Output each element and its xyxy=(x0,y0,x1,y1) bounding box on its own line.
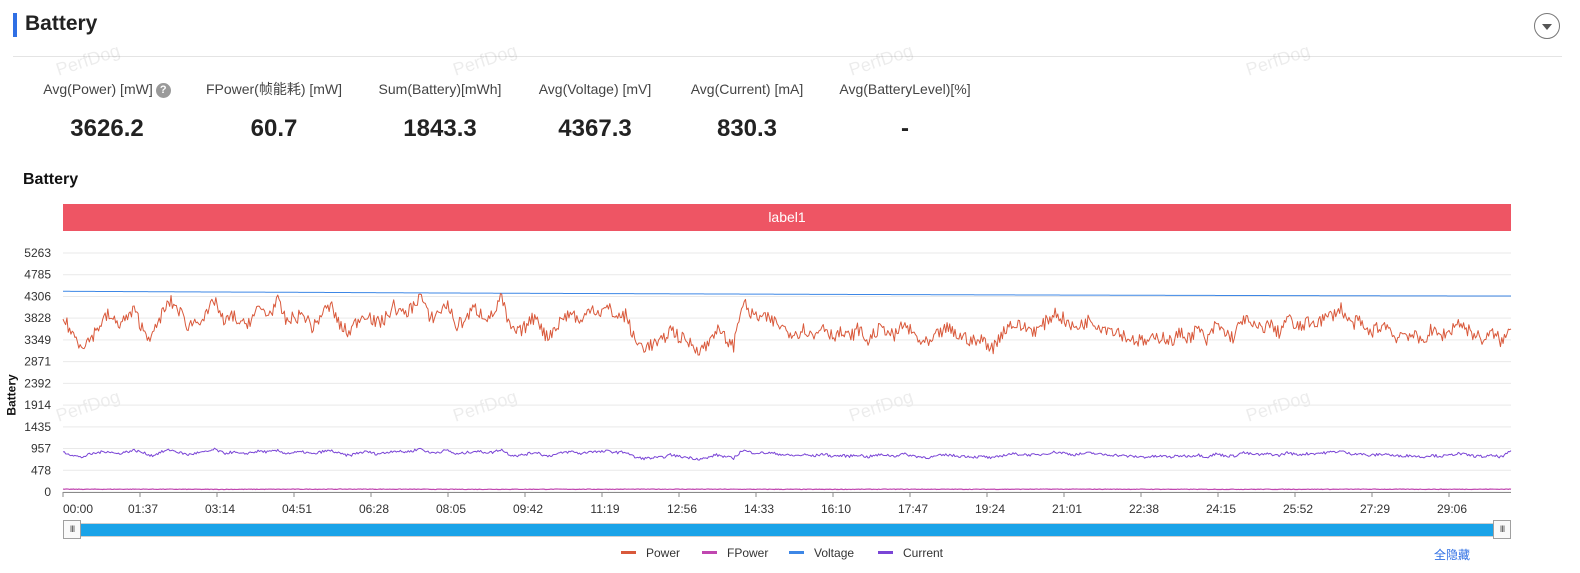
x-tick-label: 24:15 xyxy=(1206,502,1236,516)
y-tick-label: 3349 xyxy=(24,333,51,347)
legend-item-power[interactable]: Power xyxy=(621,546,680,560)
x-tick-label: 01:37 xyxy=(128,502,158,516)
metric-label: Avg(Voltage) [mV] xyxy=(538,81,652,97)
x-tick-label: 11:19 xyxy=(590,502,619,516)
metric-label: Avg(Power) [mW] xyxy=(43,81,153,97)
x-tick-label: 21:01 xyxy=(1052,502,1082,516)
metric-label: Avg(Current) [mA] xyxy=(690,81,804,97)
y-tick-label: 3828 xyxy=(24,311,51,325)
legend-label: FPower xyxy=(727,546,769,560)
metric-fpower: FPower(帧能耗) [mW] 60.7 xyxy=(200,79,348,143)
y-tick-label: 5263 xyxy=(24,246,51,260)
x-tick-label: 29:06 xyxy=(1437,502,1467,516)
legend-label: Voltage xyxy=(814,546,855,560)
chevron-down-icon xyxy=(1542,24,1552,30)
metric-value: 1843.3 xyxy=(403,115,477,142)
legend-swatch xyxy=(621,551,636,554)
x-tick-label: 22:38 xyxy=(1129,502,1159,516)
header-accent-bar xyxy=(13,13,17,37)
x-tick-label: 06:28 xyxy=(359,502,389,516)
y-tick-label: 1435 xyxy=(24,420,51,434)
y-tick-label: 478 xyxy=(31,463,51,477)
legend-label: Current xyxy=(903,546,944,560)
metric-sum-battery: Sum(Battery)[mWh] 1843.3 xyxy=(370,79,510,143)
y-tick-label: 4785 xyxy=(24,268,51,282)
x-tick-label: 08:05 xyxy=(436,502,466,516)
header-divider xyxy=(13,56,1562,57)
x-tick-label: 09:42 xyxy=(513,502,543,516)
x-tick-label: 19:24 xyxy=(975,502,1005,516)
metric-avg-current: Avg(Current) [mA] 830.3 xyxy=(682,79,812,143)
y-tick-label: 4306 xyxy=(24,289,51,303)
hide-all-link[interactable]: 全隐藏 xyxy=(1434,548,1471,562)
legend-swatch xyxy=(789,551,804,554)
legend-item-voltage[interactable]: Voltage xyxy=(789,546,854,560)
x-tick-label: 14:33 xyxy=(744,502,774,516)
series-line-current xyxy=(62,447,1512,461)
chart-legend: Power FPower Voltage Current xyxy=(0,546,1580,564)
metric-avg-power: Avg(Power) [mW]? 3626.2 xyxy=(37,79,177,143)
metric-label: Avg(BatteryLevel)[%] xyxy=(839,81,971,97)
metric-label: Sum(Battery)[mWh] xyxy=(378,81,502,97)
legend-item-current[interactable]: Current xyxy=(878,546,943,560)
x-tick-label: 04:51 xyxy=(282,502,312,516)
metric-avg-battery-level: Avg(BatteryLevel)[%] - xyxy=(832,79,978,143)
metric-value: - xyxy=(901,115,909,142)
series-line-voltage xyxy=(62,290,1511,297)
metric-value: 4367.3 xyxy=(558,115,632,142)
metric-label: FPower(帧能耗) [mW] xyxy=(205,81,343,97)
legend-item-fpower[interactable]: FPower xyxy=(702,546,768,560)
metric-avg-voltage: Avg(Voltage) [mV] 4367.3 xyxy=(530,79,660,143)
metric-value: 60.7 xyxy=(250,115,298,142)
label-band[interactable]: label1 xyxy=(63,204,1511,231)
legend-swatch xyxy=(878,551,893,554)
chart-section-title: Battery xyxy=(23,171,79,188)
x-tick-label: 12:56 xyxy=(667,502,697,516)
slider-right-handle[interactable]: III xyxy=(1493,520,1511,539)
metric-value: 830.3 xyxy=(716,115,778,142)
section-title: Battery xyxy=(25,12,98,35)
x-tick-label: 27:29 xyxy=(1360,502,1390,516)
y-tick-label: 1914 xyxy=(24,398,51,412)
x-tick-label: 16:10 xyxy=(821,502,851,516)
y-tick-label: 2871 xyxy=(24,355,51,369)
battery-line-chart[interactable]: 5263 4785 4306 3828 3349 2871 2392 1914 1435 957 4… xyxy=(0,240,1580,520)
x-tick-label: 00:00 xyxy=(63,502,93,516)
x-tick-label: 03:14 xyxy=(205,502,235,516)
time-range-slider[interactable]: III III xyxy=(63,520,1511,539)
legend-label: Power xyxy=(646,546,681,560)
x-tick-label: 17:47 xyxy=(898,502,928,516)
slider-selected-range[interactable] xyxy=(73,524,1501,536)
legend-swatch xyxy=(702,551,717,554)
help-icon[interactable]: ? xyxy=(155,83,171,98)
y-tick-label: 0 xyxy=(44,485,51,499)
section-header: Battery xyxy=(0,0,1580,58)
x-tick-label: 25:52 xyxy=(1283,502,1313,516)
metric-value: 3626.2 xyxy=(70,115,144,142)
collapse-toggle-button[interactable] xyxy=(1534,13,1560,39)
y-tick-label: 2392 xyxy=(24,376,51,390)
series-line-fpower xyxy=(62,488,1512,491)
slider-left-handle[interactable]: III xyxy=(63,520,81,539)
series-line-power xyxy=(62,293,1512,356)
y-tick-label: 957 xyxy=(31,442,51,456)
